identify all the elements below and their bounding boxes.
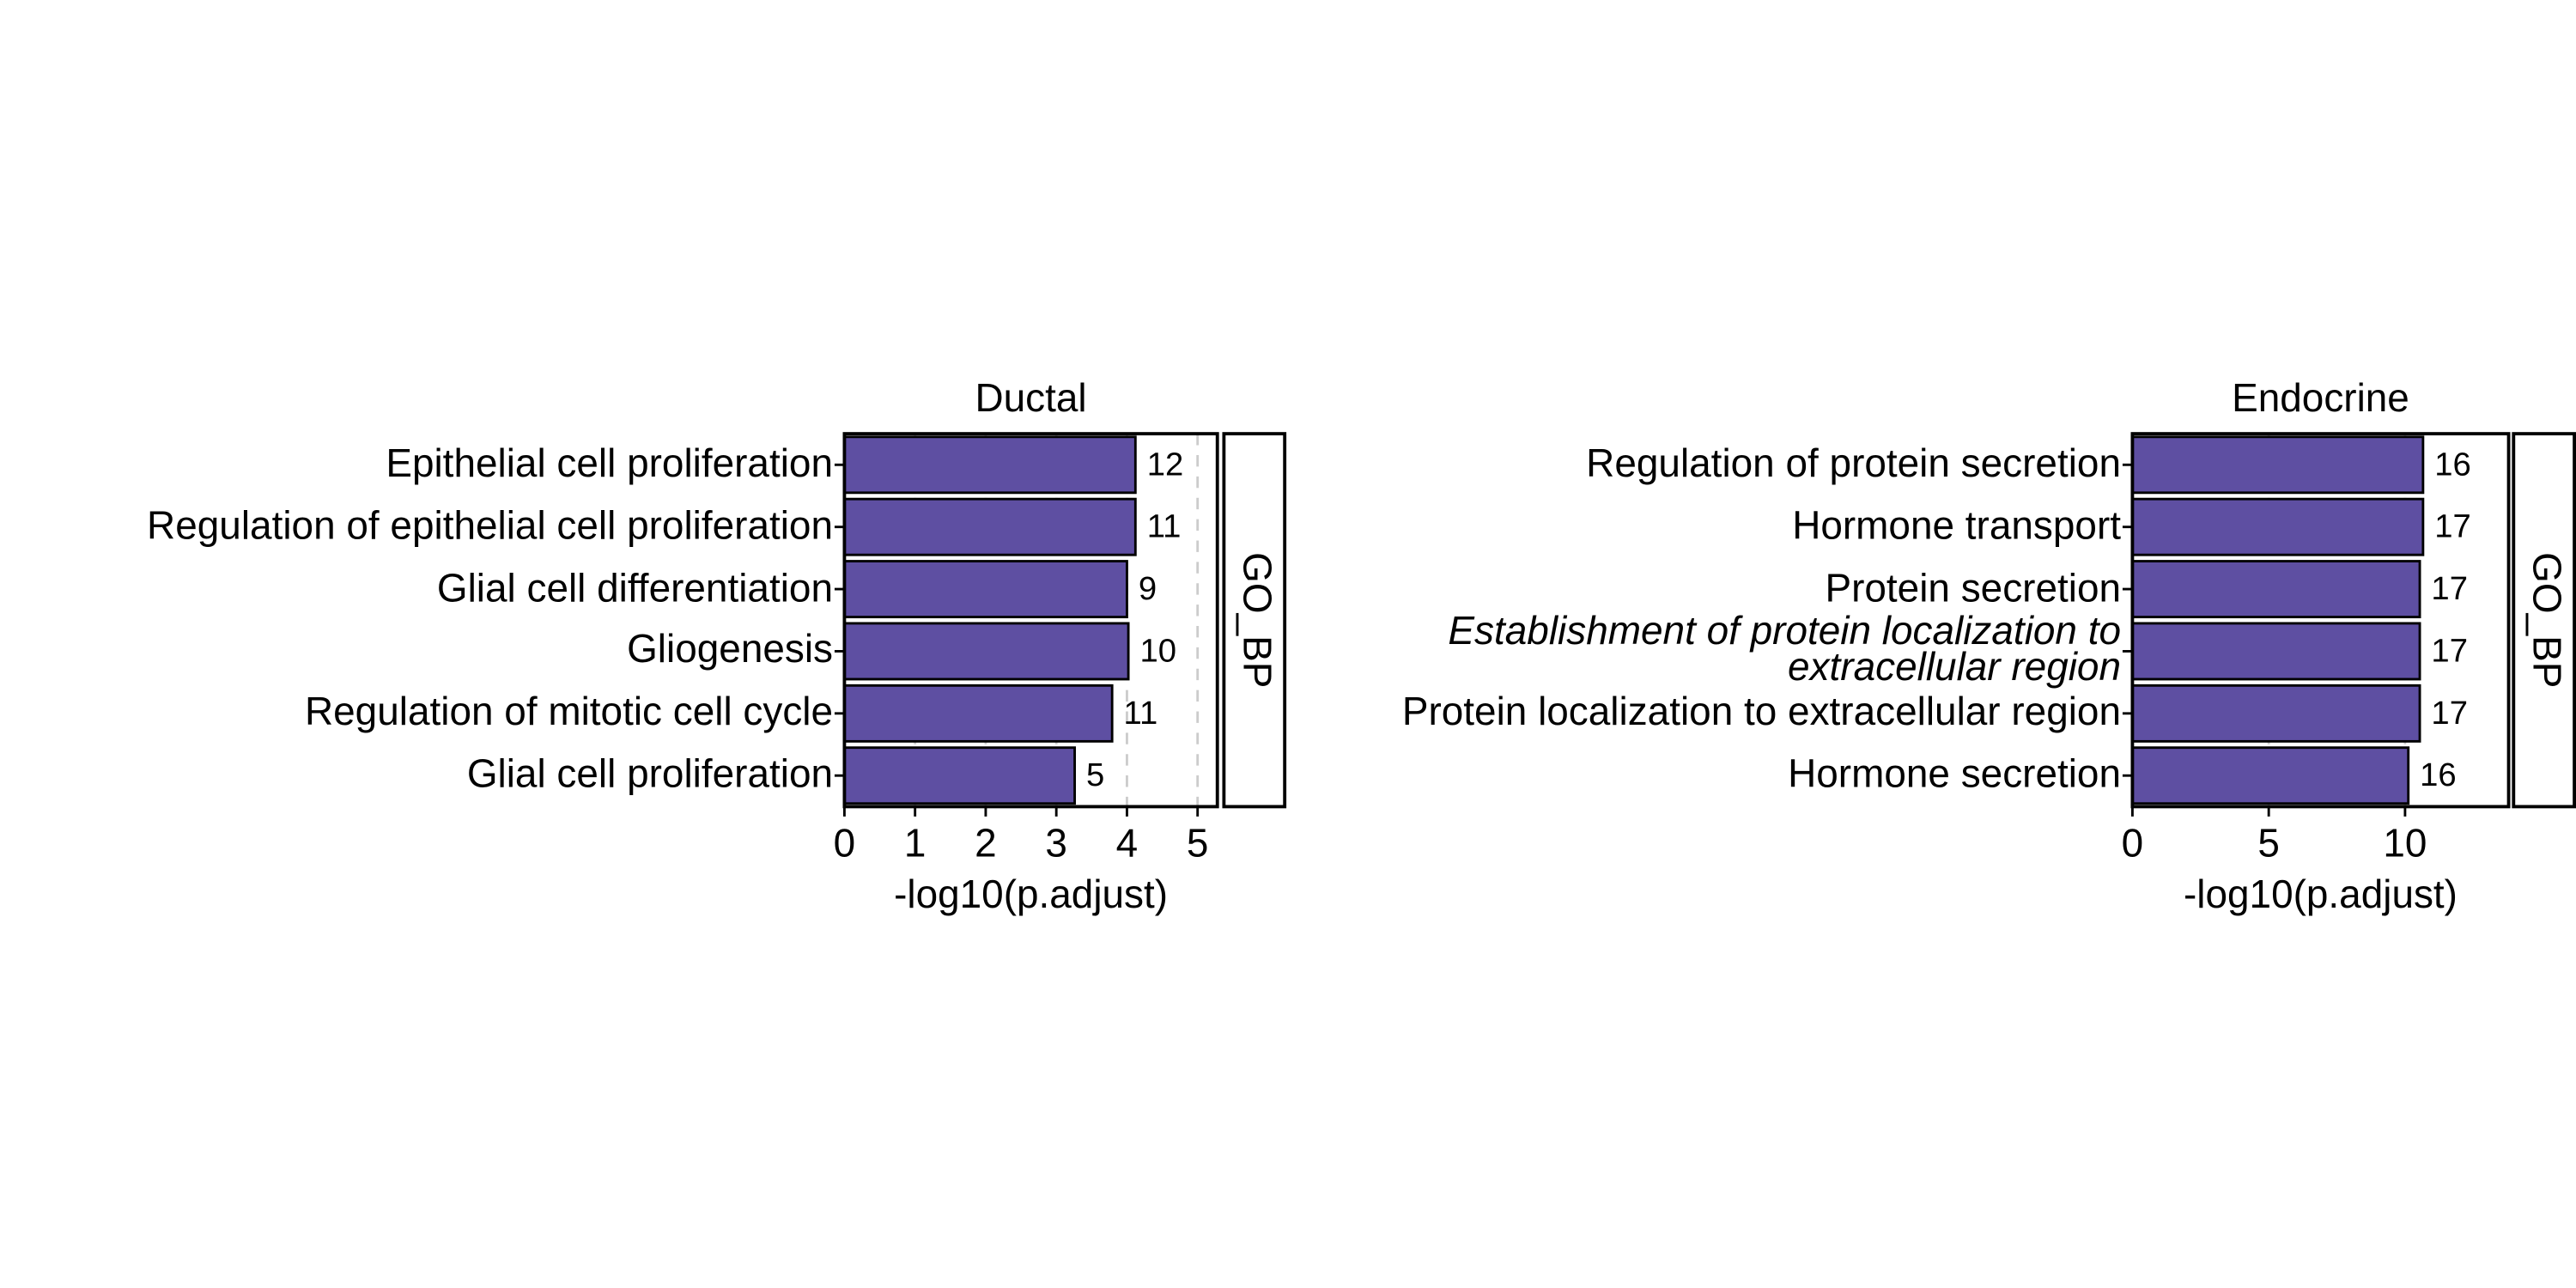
y-label-box: Gliogenesis: [627, 628, 834, 673]
count-label: 10: [1139, 632, 1176, 669]
y-tick-label: Glial cell proliferation: [466, 752, 834, 798]
count-label: 9: [1139, 570, 1157, 607]
x-tick-label: 10: [2383, 820, 2427, 865]
bar: [2130, 622, 2421, 681]
count-label: 17: [2431, 632, 2468, 669]
count-label: 11: [1147, 508, 1182, 545]
panel-title: Endocrine: [2232, 375, 2409, 420]
bar: [2130, 683, 2421, 743]
panel-border: [2130, 432, 2511, 809]
count-label: 17: [2431, 570, 2468, 607]
strip-label: GO_BP: [2525, 552, 2570, 688]
bar: [842, 746, 1077, 805]
y-tick-label: Hormone transport: [1792, 503, 2122, 549]
count-label: 16: [2420, 756, 2457, 793]
y-tick-label: Regulation of epithelial cell proliferat…: [147, 503, 834, 549]
x-tick-label: 5: [2257, 820, 2280, 865]
x-tick-label: 1: [904, 820, 927, 865]
y-label-box: Glial cell proliferation: [466, 752, 834, 798]
y-label-box: Regulation of protein secretion: [1586, 441, 2122, 487]
strip-label: GO_BP: [1236, 552, 1280, 688]
y-tick-label: Protein localization to extracellular re…: [1401, 690, 2122, 735]
bar: [842, 560, 1128, 619]
y-tick-label: Glial cell differentiation: [436, 566, 834, 611]
y-label-box: Regulation of epithelial cell proliferat…: [147, 503, 834, 549]
bar: [2130, 560, 2421, 619]
strip: [2512, 432, 2576, 809]
y-label-box: Hormone secretion: [1788, 752, 2122, 798]
y-label-box: Glial cell differentiation: [436, 566, 834, 611]
y-tick-label: Regulation of protein secretion: [1586, 441, 2122, 487]
x-axis-title: -log10(p.adjust): [894, 872, 1168, 916]
bar: [842, 683, 1114, 743]
y-label-box: Epithelial cell proliferation: [386, 441, 834, 487]
bar: [842, 622, 1130, 681]
x-axis-title: -log10(p.adjust): [2184, 872, 2458, 916]
y-label-box: Hormone transport: [1792, 503, 2122, 549]
y-tick-label: Epithelial cell proliferation: [386, 441, 834, 487]
x-tick-label: 0: [834, 820, 856, 865]
bar: [2130, 746, 2410, 805]
x-tick-label: 4: [1116, 820, 1139, 865]
panel-border: [842, 432, 1219, 809]
bar: [2130, 497, 2425, 556]
y-tick-label: Protein secretion: [1825, 566, 2122, 611]
bar: [842, 497, 1137, 556]
count-label: 12: [1147, 446, 1184, 483]
panel-title: Ductal: [975, 375, 1087, 420]
y-label-box: Protein secretion: [1825, 566, 2122, 611]
count-label: 5: [1086, 756, 1104, 793]
y-tick-label: Gliogenesis: [627, 628, 834, 673]
x-tick-label: 5: [1187, 820, 1209, 865]
count-label: 17: [2434, 508, 2471, 545]
y-tick-label: Regulation of mitotic cell cycle: [304, 690, 834, 735]
count-label: 11: [1124, 695, 1158, 732]
y-tick-label: Hormone secretion: [1788, 752, 2122, 798]
strip: [1222, 432, 1287, 809]
x-tick-label: 3: [1045, 820, 1067, 865]
y-label-box: Protein localization to extracellular re…: [1401, 690, 2122, 735]
x-tick-label: 2: [975, 820, 997, 865]
count-label: 17: [2431, 695, 2468, 732]
count-label: 16: [2434, 446, 2471, 483]
bar: [2130, 435, 2425, 495]
y-label-box: Regulation of mitotic cell cycle: [304, 690, 834, 735]
y-label-box: Establishment of protein localization to…: [1448, 610, 2122, 691]
y-tick-label: Establishment of protein localization to…: [1448, 610, 2122, 691]
x-tick-label: 0: [2122, 820, 2144, 865]
